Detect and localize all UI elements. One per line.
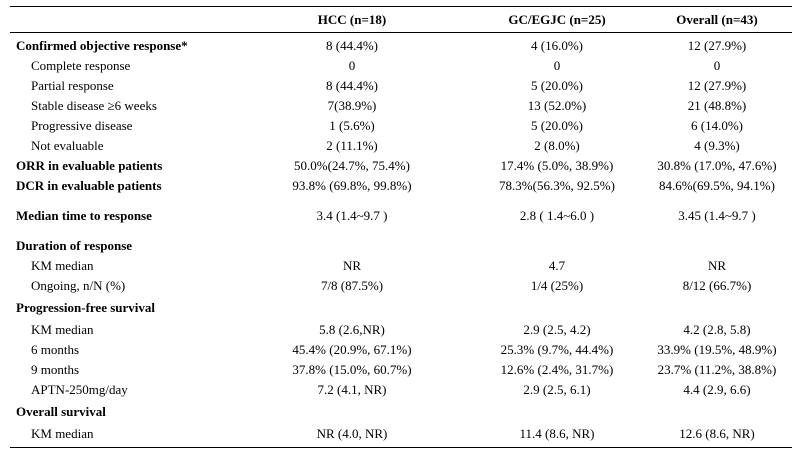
- header-gc-egjc: GC/EGJC (n=25): [508, 12, 606, 27]
- table-row: Median time to response 3.4 (1.4~9.7 ) 2.8…: [10, 206, 792, 226]
- row-label: ORR in evaluable patients: [16, 158, 163, 173]
- table-row: Stable disease ≥6 weeks 7(38.9%) 13 (52.0%…: [10, 96, 792, 116]
- table-row: Ongoing, n/N (%) 7/8 (87.5%) 1/4 (25%) 8/12…: [10, 276, 792, 296]
- overall-value: 0: [713, 58, 721, 73]
- table-bottom-rule: [10, 447, 792, 448]
- overall-value: 12.6 (8.6, NR): [679, 426, 755, 441]
- table-header-rule: [10, 32, 792, 33]
- hcc-value: 7/8 (87.5%): [320, 278, 384, 293]
- hcc-value: 50.0%(24.7%, 75.4%): [294, 158, 410, 173]
- table-header-row: HCC (n=18) GC/EGJC (n=25) Overall (n=43): [10, 10, 792, 30]
- hcc-value: 7(38.9%): [327, 98, 377, 113]
- row-label: 6 months: [31, 342, 80, 357]
- header-hcc: HCC (n=18): [317, 12, 387, 27]
- table-row: Overall survival: [10, 402, 792, 422]
- hcc-value: 8 (44.4%): [326, 38, 378, 53]
- table-row: KM median NR 4.7 NR: [10, 256, 792, 276]
- table-row: KM median NR (4.0, NR) 11.4 (8.6, NR) 12.6 …: [10, 424, 792, 444]
- overall-value: 23.7% (11.2%, 38.8%): [657, 362, 777, 377]
- row-label: Ongoing, n/N (%): [31, 278, 126, 293]
- table-row: Not evaluable 2 (11.1%) 2 (8.0%) 4 (9.3%): [10, 136, 792, 156]
- row-label: Duration of response: [16, 238, 133, 253]
- overall-value: 3.45 (1.4~9.7 ): [678, 208, 756, 223]
- row-label: Median time to response: [16, 208, 152, 223]
- row-label: KM median: [31, 322, 94, 337]
- hcc-value: 8 (44.4%): [326, 78, 378, 93]
- row-label: Not evaluable: [31, 138, 104, 153]
- gc-egjc-value: 17.4% (5.0%, 38.9%): [500, 158, 614, 173]
- gc-egjc-value: 25.3% (9.7%, 44.4%): [500, 342, 614, 357]
- row-label: Progressive disease: [31, 118, 133, 133]
- hcc-value: 45.4% (20.9%, 67.1%): [292, 342, 412, 357]
- header-overall: Overall (n=43): [676, 12, 758, 27]
- gc-egjc-value: 1/4 (25%): [530, 278, 584, 293]
- table-row: APTN-250mg/day 7.2 (4.1, NR) 2.9 (2.5, 6.1…: [10, 380, 792, 400]
- table-row: Complete response 0 0 0: [10, 56, 792, 76]
- table-row: 6 months 45.4% (20.9%, 67.1%) 25.3% (9.7%,…: [10, 340, 792, 360]
- table-row: ORR in evaluable patients 50.0%(24.7%, 75…: [10, 156, 792, 176]
- row-label: Partial response: [31, 78, 114, 93]
- overall-value: 33.9% (19.5%, 48.9%): [657, 342, 777, 357]
- hcc-value: 1 (5.6%): [329, 118, 375, 133]
- gc-egjc-value: 5 (20.0%): [531, 78, 583, 93]
- row-label: Overall survival: [16, 404, 106, 419]
- overall-value: NR: [707, 258, 727, 273]
- hcc-value: NR (4.0, NR): [316, 426, 388, 441]
- row-label: 9 months: [31, 362, 80, 377]
- row-label: APTN-250mg/day: [31, 382, 128, 397]
- overall-value: 84.6%(69.5%, 94.1%): [659, 178, 775, 193]
- hcc-value: 3.4 (1.4~9.7 ): [316, 208, 388, 223]
- row-label: Confirmed objective response*: [16, 38, 188, 53]
- hcc-value: 0: [348, 58, 356, 73]
- overall-value: 21 (48.8%): [687, 98, 747, 113]
- table-row: Partial response 8 (44.4%) 5 (20.0%) 12 (27…: [10, 76, 792, 96]
- overall-value: 4.2 (2.8, 5.8): [683, 322, 751, 337]
- hcc-value: 37.8% (15.0%, 60.7%): [292, 362, 412, 377]
- row-label: DCR in evaluable patients: [16, 178, 162, 193]
- table-row: KM median 5.8 (2.6,NR) 2.9 (2.5, 4.2) 4.2 (…: [10, 320, 792, 340]
- gc-egjc-value: 0: [553, 58, 561, 73]
- gc-egjc-value: 2 (8.0%): [534, 138, 580, 153]
- table-row: Progressive disease 1 (5.6%) 5 (20.0%) 6 (1…: [10, 116, 792, 136]
- overall-value: 12 (27.9%): [687, 78, 747, 93]
- overall-value: 30.8% (17.0%, 47.6%): [657, 158, 777, 173]
- gc-egjc-value: 11.4 (8.6, NR): [519, 426, 595, 441]
- hcc-value: 93.8% (69.8%, 99.8%): [292, 178, 412, 193]
- hcc-value: 2 (11.1%): [326, 138, 378, 153]
- overall-value: 4.4 (2.9, 6.6): [683, 382, 751, 397]
- gc-egjc-value: 2.8 ( 1.4~6.0 ): [519, 208, 595, 223]
- table-row: 9 months 37.8% (15.0%, 60.7%) 12.6% (2.4%,…: [10, 360, 792, 380]
- gc-egjc-value: 13 (52.0%): [527, 98, 587, 113]
- table-row: Confirmed objective response* 8 (44.4%) 4 …: [10, 36, 792, 56]
- hcc-value: 5.8 (2.6,NR): [319, 322, 385, 337]
- gc-egjc-value: 2.9 (2.5, 6.1): [523, 382, 591, 397]
- table-row: Progression-free survival: [10, 298, 792, 318]
- overall-value: 6 (14.0%): [691, 118, 743, 133]
- gc-egjc-value: 2.9 (2.5, 4.2): [523, 322, 591, 337]
- row-label: Stable disease ≥6 weeks: [31, 98, 157, 113]
- gc-egjc-value: 12.6% (2.4%, 31.7%): [500, 362, 614, 377]
- overall-value: 12 (27.9%): [687, 38, 747, 53]
- overall-value: 4 (9.3%): [694, 138, 740, 153]
- gc-egjc-value: 5 (20.0%): [531, 118, 583, 133]
- overall-value: 8/12 (66.7%): [682, 278, 752, 293]
- table-row: Duration of response: [10, 236, 792, 256]
- table-row: DCR in evaluable patients 93.8% (69.8%, 9…: [10, 176, 792, 196]
- gc-egjc-value: 4 (16.0%): [531, 38, 583, 53]
- table-top-rule: [10, 6, 792, 7]
- row-label: KM median: [31, 258, 94, 273]
- row-label: Progression-free survival: [16, 300, 156, 315]
- gc-egjc-value: 78.3%(56.3%, 92.5%): [499, 178, 615, 193]
- row-label: KM median: [31, 426, 94, 441]
- hcc-value: 7.2 (4.1, NR): [317, 382, 387, 397]
- row-label: Complete response: [31, 58, 131, 73]
- hcc-value: NR: [342, 258, 362, 273]
- gc-egjc-value: 4.7: [548, 258, 566, 273]
